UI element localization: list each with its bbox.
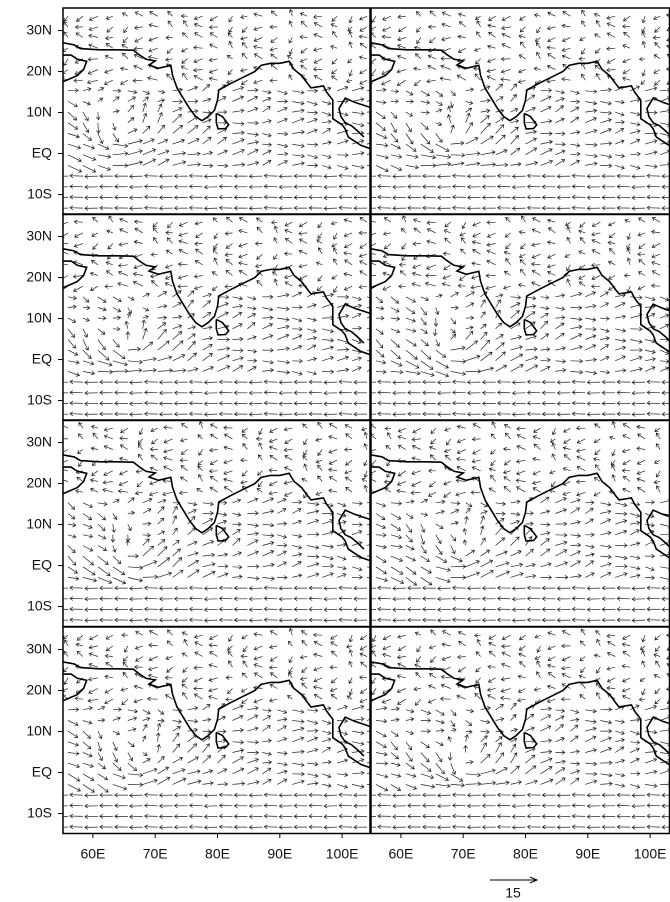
panel-content bbox=[63, 8, 370, 211]
panel-content bbox=[371, 215, 670, 417]
map-panel bbox=[62, 626, 371, 835]
map-panel bbox=[62, 419, 371, 628]
y-tick-label: 10S bbox=[27, 391, 52, 407]
panel-content bbox=[63, 215, 370, 417]
coastline bbox=[338, 97, 370, 138]
scale-key: 15 bbox=[490, 876, 539, 901]
coastline bbox=[646, 716, 670, 755]
wind-vectors bbox=[63, 215, 370, 417]
coastline bbox=[215, 318, 230, 336]
panel-content bbox=[63, 627, 370, 830]
panel-content bbox=[63, 420, 370, 623]
coastline bbox=[371, 673, 396, 702]
coastline bbox=[63, 466, 88, 495]
x-tick-label: 100E bbox=[326, 846, 359, 862]
coastline bbox=[63, 42, 370, 150]
y-tick-label: 30N bbox=[26, 21, 52, 37]
y-tick-label: 10N bbox=[26, 103, 52, 119]
wind-vectors bbox=[371, 628, 670, 830]
coastline bbox=[646, 303, 670, 342]
panel-frame bbox=[370, 7, 670, 216]
x-tick-label: 60E bbox=[80, 846, 105, 862]
y-tick-label: 10S bbox=[27, 185, 52, 201]
coastline bbox=[371, 466, 396, 495]
wind-vectors bbox=[63, 420, 370, 623]
panel-content bbox=[371, 420, 670, 623]
wind-vectors bbox=[371, 420, 670, 623]
wind-vectors bbox=[371, 9, 670, 211]
coastline bbox=[338, 509, 370, 550]
map-panel bbox=[370, 419, 670, 628]
wind-vectors bbox=[371, 215, 670, 417]
map-panel bbox=[370, 7, 670, 216]
y-tick-label: 20N bbox=[26, 681, 52, 697]
wind-vectors bbox=[63, 627, 370, 830]
coastline bbox=[523, 318, 538, 336]
y-tick-label: 10N bbox=[26, 722, 52, 738]
panel-content bbox=[371, 628, 670, 830]
y-tick-label: EQ bbox=[32, 144, 52, 160]
x-tick-label: 80E bbox=[513, 846, 538, 862]
coastline bbox=[63, 248, 370, 356]
y-tick-label: EQ bbox=[32, 350, 52, 366]
map-panel bbox=[62, 213, 371, 422]
coastline bbox=[215, 112, 230, 130]
coastline bbox=[371, 248, 670, 353]
coastline bbox=[523, 524, 538, 542]
coastline bbox=[371, 661, 670, 766]
y-tick-label: 30N bbox=[26, 227, 52, 243]
x-tick-label: 90E bbox=[267, 846, 292, 862]
y-tick-label: 30N bbox=[26, 433, 52, 449]
coastline bbox=[63, 661, 370, 769]
coastline bbox=[338, 716, 370, 757]
x-tick-label: 80E bbox=[205, 846, 230, 862]
map-panel bbox=[370, 213, 670, 422]
coastline bbox=[371, 454, 670, 559]
x-tick-label: 90E bbox=[575, 846, 600, 862]
scale-label: 15 bbox=[505, 885, 521, 901]
coastline bbox=[63, 673, 88, 702]
panel-content bbox=[371, 9, 670, 211]
coastline bbox=[63, 54, 88, 83]
panel-frame bbox=[62, 7, 371, 216]
y-tick-label: 10N bbox=[26, 515, 52, 531]
coastline bbox=[338, 303, 370, 344]
x-tick-label: 100E bbox=[634, 846, 667, 862]
coastline bbox=[523, 112, 538, 130]
x-tick-label: 70E bbox=[143, 846, 168, 862]
y-tick-label: 10S bbox=[27, 597, 52, 613]
coastline bbox=[63, 260, 88, 289]
coastline bbox=[523, 731, 538, 749]
coastline bbox=[646, 97, 670, 136]
scale-arrow-head bbox=[529, 876, 539, 884]
y-tick-label: EQ bbox=[32, 556, 52, 572]
y-tick-label: 20N bbox=[26, 268, 52, 284]
y-tick-label: 30N bbox=[26, 640, 52, 656]
coastline bbox=[371, 54, 396, 83]
coastline bbox=[371, 42, 670, 147]
panel-frame bbox=[370, 626, 670, 835]
coastline bbox=[371, 260, 396, 289]
y-tick-label: 10S bbox=[27, 804, 52, 820]
y-tick-label: EQ bbox=[32, 763, 52, 779]
x-tick-label: 60E bbox=[388, 846, 413, 862]
y-tick-label: 10N bbox=[26, 309, 52, 325]
coastline bbox=[646, 509, 670, 548]
coastline bbox=[215, 524, 230, 542]
coastline bbox=[63, 454, 370, 562]
y-tick-label: 20N bbox=[26, 62, 52, 78]
y-tick-label: 20N bbox=[26, 474, 52, 490]
map-panel bbox=[370, 626, 670, 835]
coastline bbox=[215, 731, 230, 749]
panel-frame bbox=[62, 626, 371, 835]
x-tick-label: 70E bbox=[451, 846, 476, 862]
wind-vectors bbox=[63, 8, 370, 211]
map-panel bbox=[62, 7, 371, 216]
